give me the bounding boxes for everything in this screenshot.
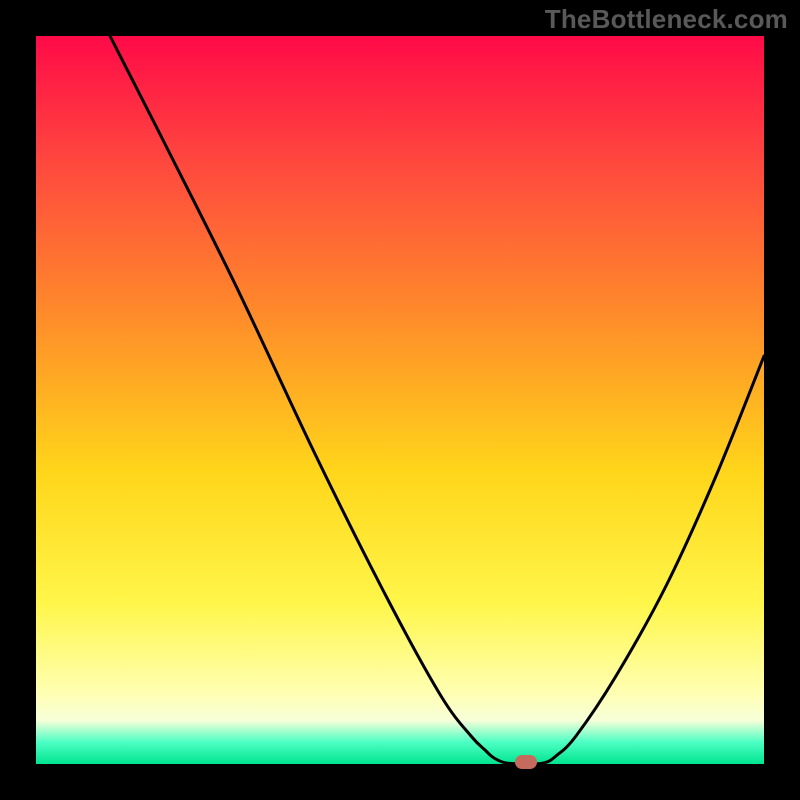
bottleneck-curve <box>36 36 764 764</box>
chart-container: TheBottleneck.com <box>0 0 800 800</box>
frame-border-bottom <box>0 764 800 800</box>
frame-border-right <box>764 0 800 800</box>
watermark-text: TheBottleneck.com <box>545 4 788 35</box>
minimum-marker <box>515 755 537 769</box>
frame-border-left <box>0 0 36 800</box>
plot-frame <box>36 36 764 764</box>
